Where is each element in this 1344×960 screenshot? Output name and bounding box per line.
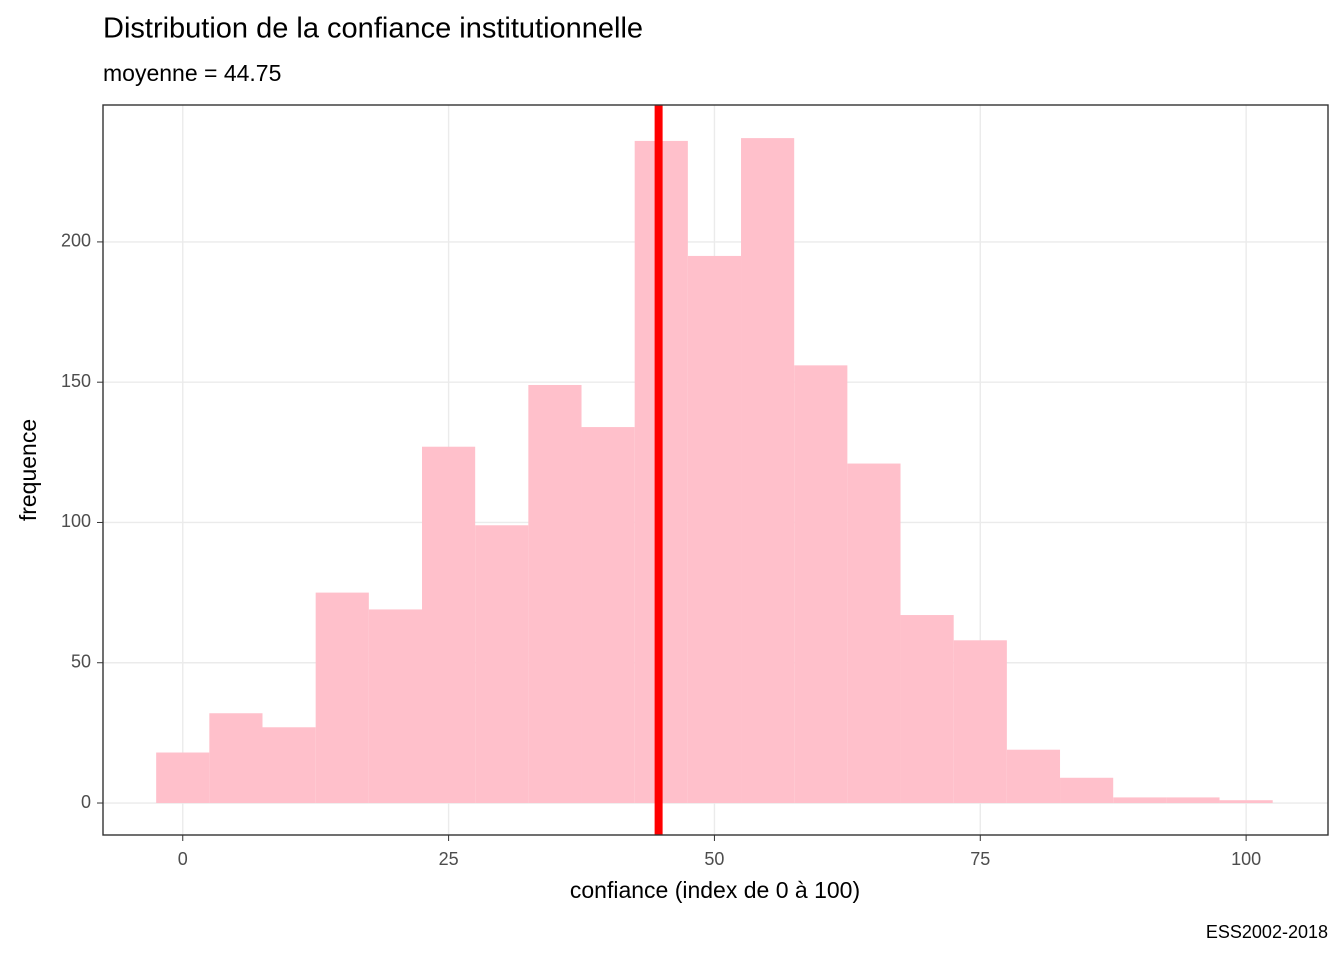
chart-title: Distribution de la confiance institution… [103,13,643,45]
bar [368,609,423,804]
y-tick-label: 100 [61,511,91,531]
x-tick-label: 75 [970,849,990,869]
x-tick-label: 100 [1231,849,1261,869]
chart-subtitle: moyenne = 44.75 [103,60,281,86]
x-tick-label: 0 [178,849,188,869]
bar [156,752,210,804]
bar [1113,797,1167,804]
bar [1006,749,1061,804]
bar [847,463,901,804]
x-tick-label: 25 [439,849,459,869]
bar [1166,797,1220,804]
bar [741,138,795,804]
bar [953,640,1007,804]
panel-border [102,104,1329,836]
y-tick-label: 200 [61,231,91,251]
x-axis-title: confiance (index de 0 à 100) [570,877,860,903]
bar [687,255,742,804]
bar [422,446,476,804]
x-tick-label: 50 [704,849,724,869]
y-tick-label: 150 [61,371,91,391]
bar [1060,777,1114,804]
bar [1219,800,1273,804]
bar [900,615,954,804]
y-axis-title: frequence [15,419,41,521]
bar [209,713,263,804]
bar [581,427,635,804]
y-tick-label: 0 [81,792,91,812]
bar [794,365,848,804]
bar [475,525,529,804]
bar [528,384,582,804]
bar [315,592,369,804]
bar [262,727,316,804]
caption: ESS2002-2018 [1206,922,1328,942]
y-tick-label: 50 [71,651,91,671]
